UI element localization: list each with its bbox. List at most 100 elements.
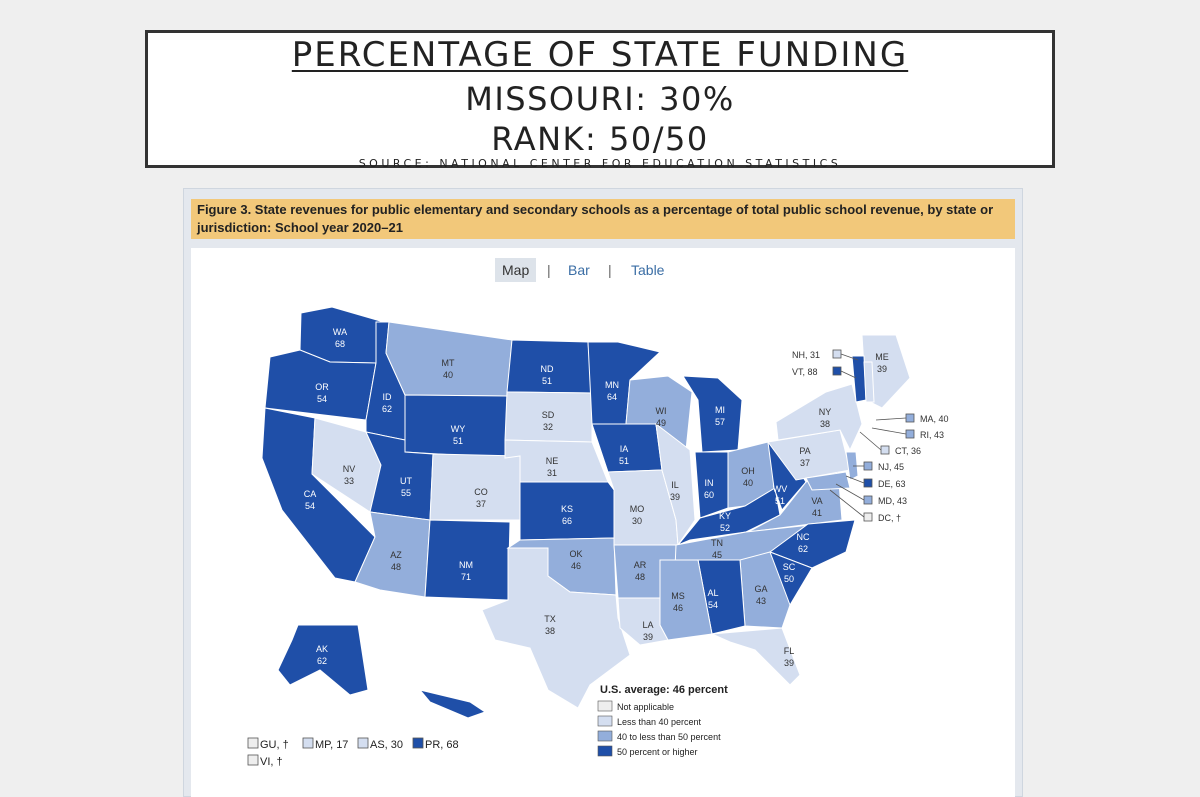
state-label-ia: IA [620, 444, 629, 454]
state-label-sd: SD [542, 410, 555, 420]
territory-swatch [247, 754, 259, 766]
state-value-nv: 33 [344, 476, 354, 486]
callout-leader-line [840, 370, 857, 379]
source-note: SOURCE: NATIONAL CENTER FOR EDUCATION ST… [358, 157, 842, 170]
state-label-co: CO [474, 487, 488, 497]
us-choropleth-map: WA 68 OR 54 CA 54 ID 62 NV 33 MT 40 WY 51 UT 55 AZ 48 CO 37… [247, 306, 949, 768]
state-label-ut: UT [400, 476, 412, 486]
callout-swatch [863, 478, 873, 488]
territory-swatch [357, 737, 369, 749]
state-label-ca: CA [304, 489, 317, 499]
state-label-wa: WA [333, 327, 347, 337]
state-label-il: IL [671, 480, 679, 490]
territory-label: PR, 68 [425, 739, 459, 751]
state-label-mo: MO [630, 504, 645, 514]
state-label-la: LA [642, 620, 653, 630]
state-value-ks: 66 [562, 516, 572, 526]
state-value-ia: 51 [619, 456, 629, 466]
state-value-nd: 51 [542, 376, 552, 386]
callout-swatch [832, 366, 842, 376]
state-label-wy: WY [451, 424, 466, 434]
legend-title: U.S. average: 46 percent [600, 684, 728, 696]
state-value-fl: 39 [784, 658, 794, 668]
state-value-tx: 38 [545, 626, 555, 636]
state-value-wy: 51 [453, 436, 463, 446]
state-value-co: 37 [476, 499, 486, 509]
state-label-nd: ND [541, 364, 554, 374]
legend-item-label: Less than 40 percent [617, 717, 702, 727]
state-value-ca: 54 [305, 501, 315, 511]
state-value-tn: 45 [712, 550, 722, 560]
callout-label: MA, 40 [920, 414, 949, 424]
tab-bar[interactable]: Bar [568, 262, 590, 278]
state-label-ny: NY [819, 407, 832, 417]
state-nj[interactable] [845, 451, 859, 481]
state-value-ny: 38 [820, 419, 830, 429]
callout-leader-line [875, 417, 907, 421]
state-mi[interactable] [682, 375, 743, 453]
state-label-fl: FL [784, 646, 795, 656]
state-ny[interactable] [775, 383, 863, 452]
callout-swatch [832, 349, 842, 359]
legend-item-label: 50 percent or higher [617, 747, 698, 757]
state-label-ky: KY [719, 511, 731, 521]
tab-separator: | [547, 262, 551, 278]
state-value-ok: 46 [571, 561, 581, 571]
territory-swatch [412, 737, 424, 749]
territory-label: MP, 17 [315, 739, 348, 751]
state-value-mo: 30 [632, 516, 642, 526]
callout-swatch [905, 429, 915, 439]
callout-label: DC, † [878, 513, 901, 523]
callout-label: DE, 63 [878, 479, 906, 489]
callout-label: NH, 31 [792, 350, 820, 360]
callout-swatch [905, 413, 915, 423]
callout-label: CT, 36 [895, 446, 921, 456]
state-m[interactable] [659, 559, 713, 641]
callout-leader-line [859, 431, 882, 451]
legend-item-label: Not applicable [617, 702, 674, 712]
state-tx[interactable] [481, 547, 631, 709]
state-ak[interactable] [277, 624, 369, 696]
state-value-hi: 88 [483, 696, 493, 706]
state-label-ne: NE [546, 456, 559, 466]
state-label-nc: NC [797, 532, 810, 542]
state-nh[interactable] [863, 361, 875, 403]
territory-label: AS, 30 [370, 739, 403, 751]
state-label-va: VA [811, 496, 822, 506]
missouri-percentage: MISSOURI: 30% [465, 80, 735, 118]
state-value-sc: 50 [784, 574, 794, 584]
state-nc[interactable] [768, 519, 856, 569]
state-value-mt: 40 [443, 370, 453, 380]
state-value-me: 39 [877, 364, 887, 374]
tab-table[interactable]: Table [631, 262, 665, 278]
state-value-la: 39 [643, 632, 653, 642]
state-label-ar: AR [634, 560, 647, 570]
slide-title-box: PERCENTAGE OF STATE FUNDING MISSOURI: 30… [145, 30, 1055, 170]
state-value-ky: 52 [720, 523, 730, 533]
state-label-mi: MI [715, 405, 725, 415]
state-label-wi: WI [656, 406, 667, 416]
callout-leader-line [871, 427, 907, 435]
state-value-nc: 62 [798, 544, 808, 554]
state-fl[interactable] [711, 627, 801, 686]
state-value-sd: 32 [543, 422, 553, 432]
state-value-nm: 71 [461, 572, 471, 582]
tab-map[interactable]: Map [495, 258, 537, 282]
state-label-nv: NV [343, 464, 356, 474]
state-value-oh: 40 [743, 478, 753, 488]
state-value-ut: 55 [401, 488, 411, 498]
state-label-pa: PA [799, 446, 810, 456]
callout-label: VT, 88 [792, 367, 818, 377]
state-label-in: IN [705, 478, 714, 488]
state-hi[interactable] [418, 689, 487, 719]
territory-swatch [302, 737, 314, 749]
territory-label: VI, † [260, 756, 283, 768]
tab-separator: | [608, 262, 612, 278]
state-value-al: 54 [708, 600, 718, 610]
state-value-in: 60 [704, 490, 714, 500]
state-value-mn: 64 [607, 392, 617, 402]
state-ky[interactable] [677, 487, 781, 546]
state-label-wv: WV [773, 484, 788, 494]
state-label-hi: HI [484, 684, 493, 694]
state-value-mi: 57 [715, 417, 725, 427]
